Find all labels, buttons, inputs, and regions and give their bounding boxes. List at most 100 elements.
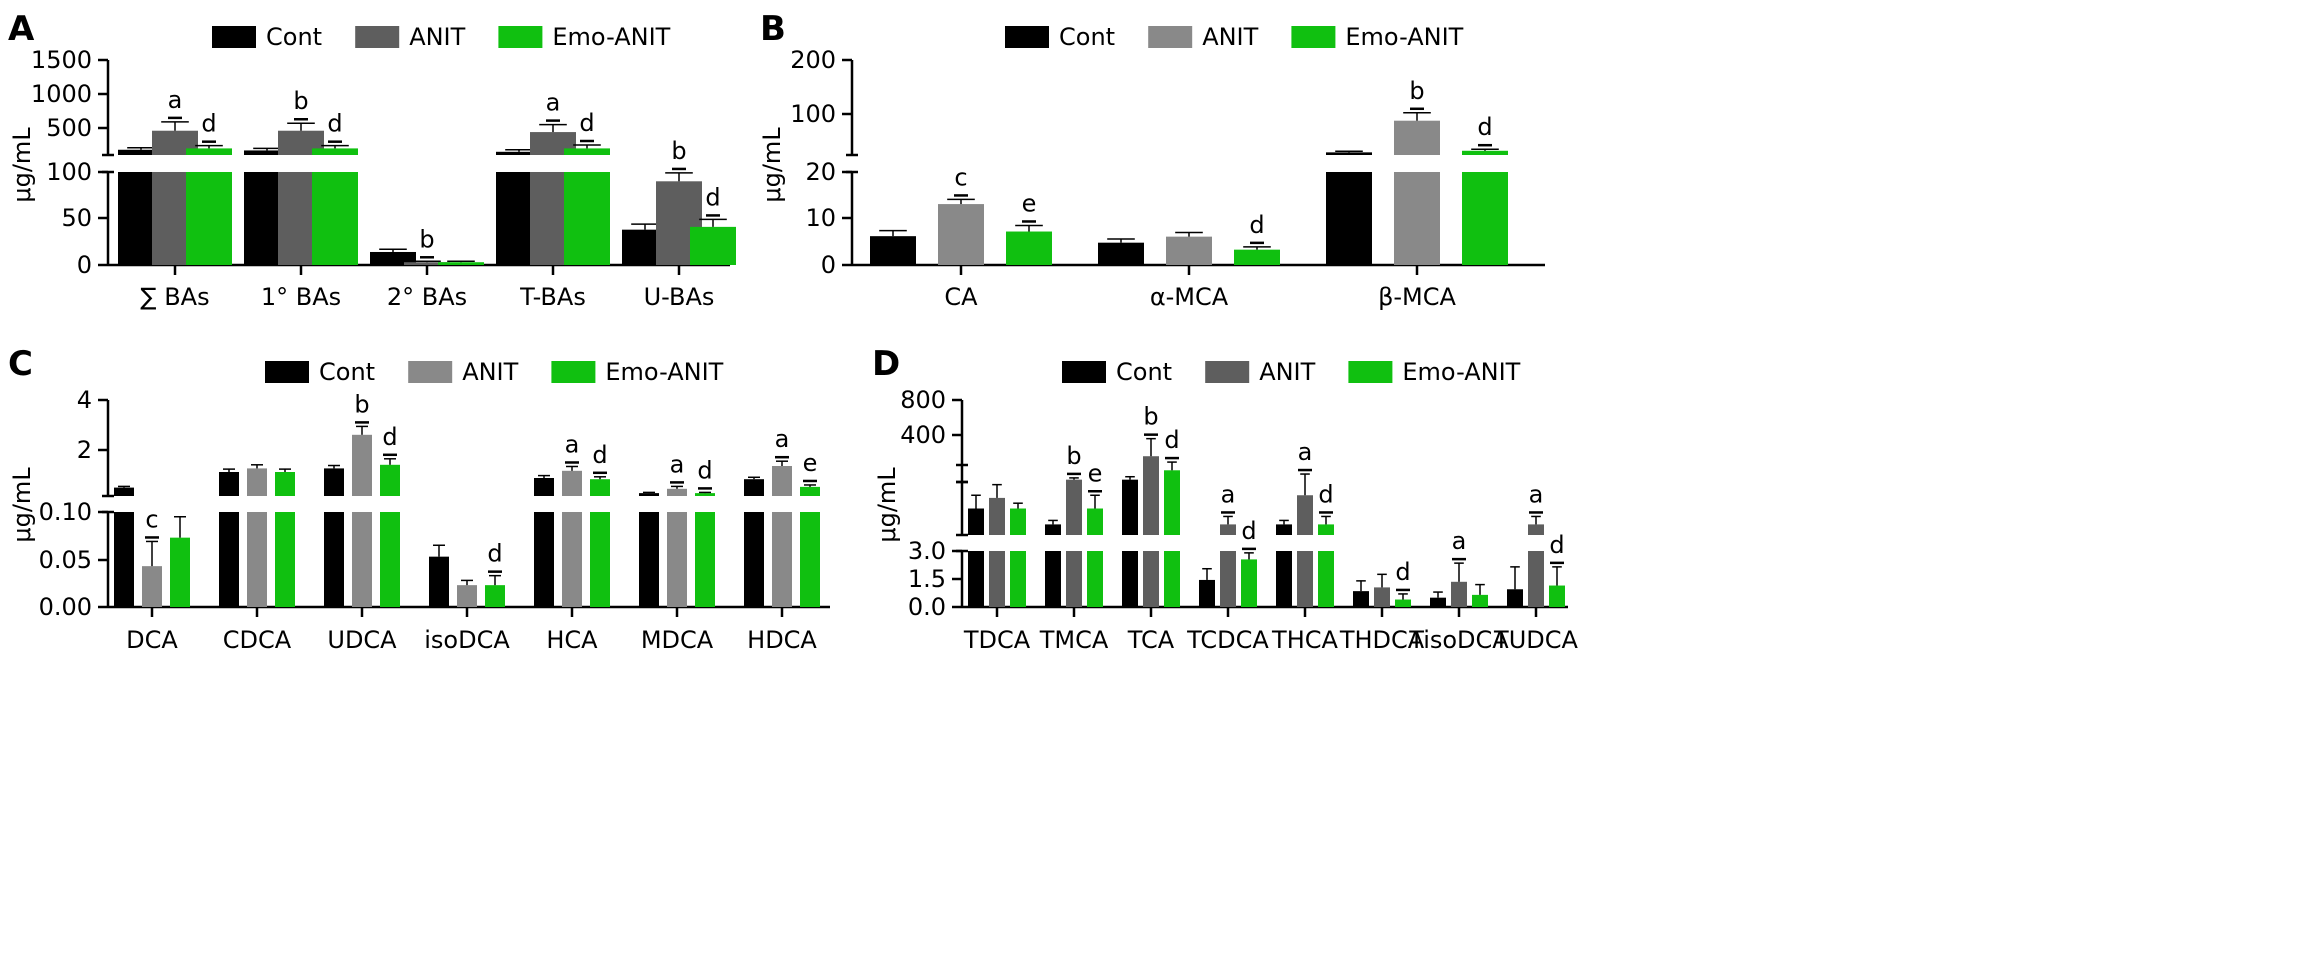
bar-emo-anit (312, 148, 358, 155)
bar-anit (1297, 495, 1313, 535)
bar-cont (114, 512, 134, 607)
x-tick-label: β-MCA (1378, 283, 1456, 311)
y-tick-label: 100 (46, 158, 92, 186)
significance-label: a (546, 89, 561, 117)
legend-swatch-emo-anit (1291, 26, 1336, 48)
bar-cont (968, 551, 984, 607)
y-tick-label: 2 (77, 436, 92, 464)
x-tick-label: CDCA (223, 626, 292, 654)
significance-label: d (1249, 211, 1264, 239)
significance-label: a (1221, 480, 1236, 508)
legend-label-emo-anit: Emo-ANIT (552, 23, 670, 51)
x-tick-label: HCA (546, 626, 598, 654)
bar-cont (1122, 479, 1138, 482)
legend-swatch-emo-anit (551, 361, 596, 383)
significance-label: b (354, 390, 369, 418)
bar-cont (744, 512, 764, 607)
y-tick-label: 100 (790, 100, 836, 128)
bar-cont (219, 472, 239, 496)
legend-label-cont: Cont (1116, 358, 1172, 386)
bar-anit (989, 551, 1005, 607)
bar-emo-anit (1006, 231, 1052, 265)
significance-label: d (1318, 480, 1333, 508)
bar-anit (562, 512, 582, 607)
x-tick-label: CA (944, 283, 978, 311)
bar-emo-anit (380, 464, 400, 496)
chart-panel-D: Cont ANIT Emo-ANIT0.01.53.0400800μg/mLbebd… (873, 358, 1579, 654)
bar-cont (870, 236, 916, 265)
bar-emo-anit (1010, 551, 1026, 607)
bar-anit (1143, 482, 1159, 535)
significance-label: d (1477, 113, 1492, 141)
bar-emo-anit (1164, 470, 1180, 482)
legend-label-emo-anit: Emo-ANIT (1345, 23, 1463, 51)
bar-emo-anit (186, 148, 232, 155)
significance-label: d (1549, 531, 1564, 559)
y-axis-label: μg/mL (8, 127, 36, 203)
legend-label-anit: ANIT (1202, 23, 1258, 51)
y-tick-label: 20 (805, 158, 836, 186)
bar-anit (247, 468, 267, 496)
y-tick-label: 800 (900, 386, 946, 414)
legend-label-anit: ANIT (1259, 358, 1315, 386)
bar-emo-anit (800, 486, 820, 496)
bar-emo-anit (590, 479, 610, 496)
bar-emo-anit (564, 148, 610, 155)
legend-swatch-cont (265, 361, 309, 383)
significance-label: c (145, 505, 158, 533)
y-tick-label: 10 (805, 204, 836, 232)
bar-anit (1528, 524, 1544, 535)
bar-anit (457, 585, 477, 607)
significance-label: d (327, 110, 342, 138)
significance-label: b (293, 87, 308, 115)
y-tick-label: 0.10 (39, 498, 92, 526)
bar-cont (1199, 579, 1215, 607)
x-tick-label: TCA (1127, 626, 1175, 654)
bar-anit (1066, 482, 1082, 535)
bar-anit (1394, 172, 1440, 265)
y-axis-label: μg/mL (8, 467, 36, 543)
bar-anit (352, 434, 372, 496)
bar-emo-anit (1164, 551, 1180, 607)
x-tick-label: TDCA (963, 626, 1031, 654)
bar-cont (1430, 597, 1446, 607)
bar-anit (989, 497, 1005, 535)
x-tick-label: isoDCA (424, 626, 510, 654)
bar-cont (1353, 591, 1369, 607)
y-tick-label: 0 (821, 251, 836, 279)
x-tick-label: TUDCA (1493, 626, 1578, 654)
bar-emo-anit (1318, 524, 1334, 535)
bar-cont (1122, 551, 1138, 607)
bar-anit (1220, 524, 1236, 535)
bar-anit (1220, 551, 1236, 607)
significance-label: a (168, 86, 183, 114)
legend-label-anit: ANIT (462, 358, 518, 386)
significance-label: d (201, 110, 216, 138)
y-tick-label: 1000 (31, 80, 92, 108)
significance-label: e (1088, 459, 1103, 487)
significance-label: a (1529, 480, 1544, 508)
legend-label-cont: Cont (319, 358, 375, 386)
significance-label: b (1143, 403, 1158, 431)
legend-swatch-cont (1062, 361, 1106, 383)
chart-panel-A: Cont ANIT Emo-ANIT05010050010001500μg/mLad… (8, 23, 736, 311)
bar-anit (1166, 236, 1212, 265)
bar-emo-anit (275, 512, 295, 607)
y-tick-label: 0.00 (39, 593, 92, 621)
bar-cont (639, 493, 659, 496)
bar-anit (1066, 479, 1082, 482)
bar-emo-anit (1395, 599, 1411, 607)
bar-anit (1297, 551, 1313, 607)
legend-swatch-anit (1148, 26, 1193, 48)
y-axis-label: μg/mL (758, 127, 786, 203)
significance-label: a (670, 450, 685, 478)
significance-label: b (419, 225, 434, 253)
bar-cont (534, 478, 554, 496)
y-tick-label: 3.0 (908, 537, 946, 565)
significance-label: d (1164, 426, 1179, 454)
bar-emo-anit (1234, 249, 1280, 265)
bar-emo-anit (695, 493, 715, 496)
